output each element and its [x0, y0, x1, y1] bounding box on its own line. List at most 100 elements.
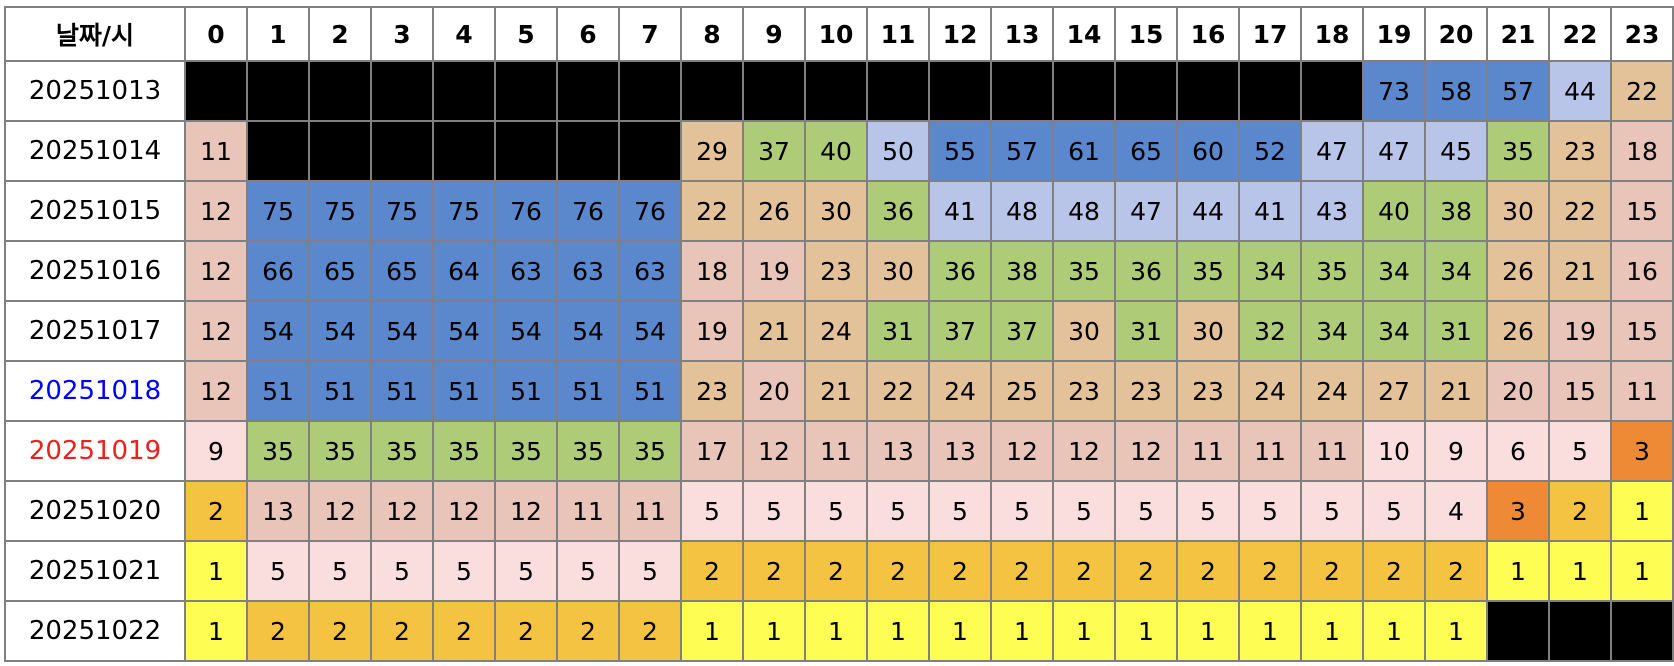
value-cell: 1: [1176, 600, 1240, 662]
empty-cell: [928, 60, 992, 122]
value-cell: 51: [556, 360, 620, 422]
value-cell: 30: [1176, 300, 1240, 362]
value-cell: 2: [618, 600, 682, 662]
value-cell: 6: [1486, 420, 1550, 482]
value-cell: 41: [1238, 180, 1302, 242]
value-cell: 51: [370, 360, 434, 422]
value-cell: 48: [990, 180, 1054, 242]
value-cell: 11: [1610, 360, 1674, 422]
value-cell: 21: [1424, 360, 1488, 422]
value-cell: 2: [804, 540, 868, 602]
table-row: 20251017 12 54 54 54 54 54 54 54 19 21 24 31 37 37 30 31…: [4, 300, 1674, 362]
value-cell: 38: [1424, 180, 1488, 242]
value-cell: 64: [432, 240, 496, 302]
empty-cell: [1238, 60, 1302, 122]
value-cell: 43: [1300, 180, 1364, 242]
value-cell: 20: [1486, 360, 1550, 422]
empty-cell: [370, 60, 434, 122]
value-cell: 16: [1610, 240, 1674, 302]
value-cell: 1: [1610, 480, 1674, 542]
value-cell: 5: [370, 540, 434, 602]
value-cell: 13: [246, 480, 310, 542]
date-label: 20251016: [4, 240, 186, 302]
value-cell: 1: [804, 600, 868, 662]
hour-header: 3: [370, 6, 434, 62]
value-cell: 9: [184, 420, 248, 482]
value-cell: 5: [1362, 480, 1426, 542]
value-cell: 35: [432, 420, 496, 482]
value-cell: 24: [804, 300, 868, 362]
value-cell: 1: [928, 600, 992, 662]
empty-cell: [556, 120, 620, 182]
value-cell: 1: [1610, 540, 1674, 602]
value-cell: 37: [742, 120, 806, 182]
value-cell: 5: [804, 480, 868, 542]
value-cell: 5: [1114, 480, 1178, 542]
value-cell: 19: [1548, 300, 1612, 362]
value-cell: 1: [1114, 600, 1178, 662]
value-cell: 1: [1052, 600, 1116, 662]
value-cell: 2: [1300, 540, 1364, 602]
value-cell: 12: [184, 300, 248, 362]
value-cell: 2: [370, 600, 434, 662]
value-cell: 22: [866, 360, 930, 422]
value-cell: 2: [1548, 480, 1612, 542]
hour-header: 21: [1486, 6, 1550, 62]
value-cell: 17: [680, 420, 744, 482]
value-cell: 22: [1610, 60, 1674, 122]
value-cell: 5: [1052, 480, 1116, 542]
value-cell: 23: [1176, 360, 1240, 422]
value-cell: 34: [1362, 300, 1426, 362]
hour-header: 19: [1362, 6, 1426, 62]
value-cell: 54: [556, 300, 620, 362]
value-cell: 15: [1548, 360, 1612, 422]
empty-cell: [1548, 600, 1612, 662]
hour-header: 9: [742, 6, 806, 62]
value-cell: 11: [184, 120, 248, 182]
value-cell: 21: [1548, 240, 1612, 302]
value-cell: 51: [246, 360, 310, 422]
value-cell: 22: [1548, 180, 1612, 242]
value-cell: 1: [990, 600, 1054, 662]
empty-cell: [618, 120, 682, 182]
value-cell: 5: [618, 540, 682, 602]
value-cell: 5: [1548, 420, 1612, 482]
value-cell: 51: [494, 360, 558, 422]
value-cell: 2: [308, 600, 372, 662]
value-cell: 37: [990, 300, 1054, 362]
value-cell: 44: [1176, 180, 1240, 242]
value-cell: 1: [1424, 600, 1488, 662]
value-cell: 2: [1114, 540, 1178, 602]
value-cell: 19: [742, 240, 806, 302]
empty-cell: [1114, 60, 1178, 122]
value-cell: 15: [1610, 180, 1674, 242]
value-cell: 13: [866, 420, 930, 482]
value-cell: 4: [1424, 480, 1488, 542]
table-row: 20251013 73 58 57 44 22: [4, 60, 1674, 122]
empty-cell: [246, 120, 310, 182]
date-label: 20251022: [4, 600, 186, 662]
table-row: 20251022 1 2 2 2 2 2 2 2 1 1 1 1 1 1 1 1 1 1 1 1 1: [4, 600, 1674, 662]
value-cell: 2: [184, 480, 248, 542]
value-cell: 58: [1424, 60, 1488, 122]
value-cell: 11: [804, 420, 868, 482]
value-cell: 13: [928, 420, 992, 482]
value-cell: 40: [1362, 180, 1426, 242]
value-cell: 5: [928, 480, 992, 542]
value-cell: 3: [1486, 480, 1550, 542]
empty-cell: [680, 60, 744, 122]
value-cell: 65: [308, 240, 372, 302]
value-cell: 61: [1052, 120, 1116, 182]
hour-header: 16: [1176, 6, 1240, 62]
value-cell: 76: [618, 180, 682, 242]
value-cell: 30: [804, 180, 868, 242]
empty-cell: [1486, 600, 1550, 662]
empty-cell: [432, 60, 496, 122]
value-cell: 18: [1610, 120, 1674, 182]
value-cell: 41: [928, 180, 992, 242]
table-row: 20251014 11 29 37 40 50 55 57 61 65 60 52 47 47 45 35 23…: [4, 120, 1674, 182]
value-cell: 12: [1052, 420, 1116, 482]
empty-cell: [742, 60, 806, 122]
value-cell: 1: [184, 600, 248, 662]
value-cell: 63: [618, 240, 682, 302]
